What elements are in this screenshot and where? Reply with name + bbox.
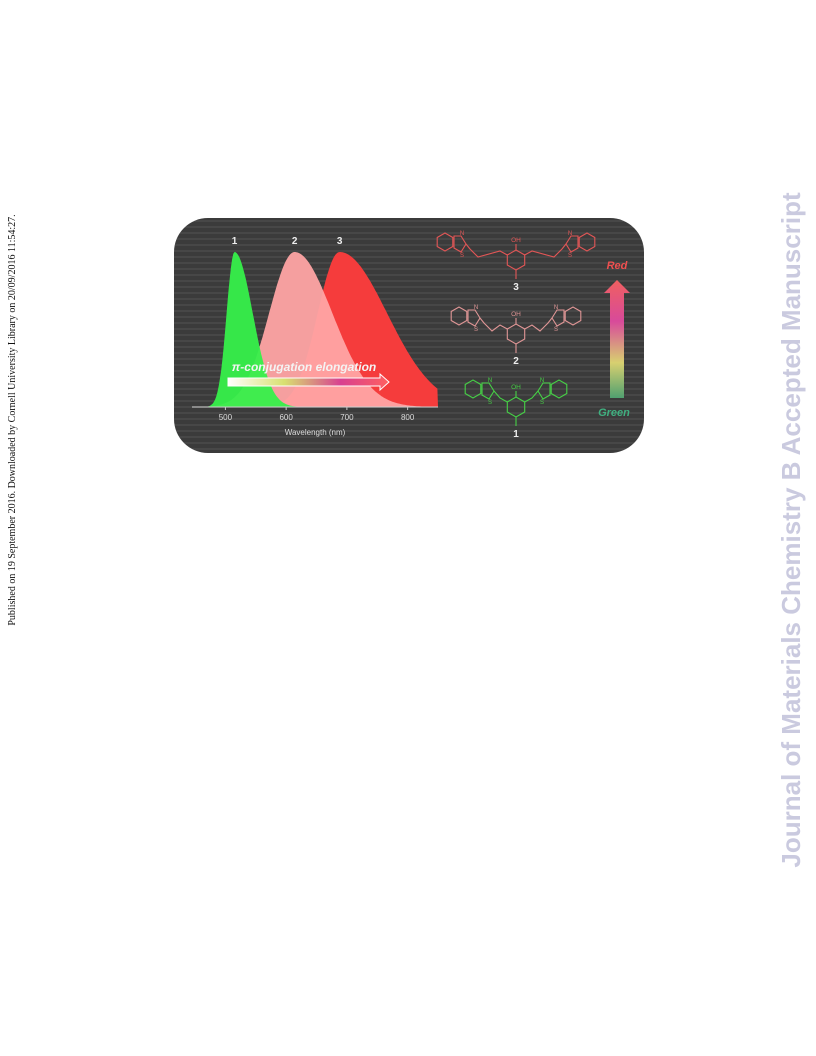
download-note: Published on 19 September 2016. Download… bbox=[7, 214, 18, 625]
thiazole bbox=[453, 235, 467, 253]
benzene bbox=[564, 306, 582, 326]
atom-label: S bbox=[460, 253, 464, 259]
molecule-label: 3 bbox=[513, 282, 519, 293]
linker bbox=[524, 317, 553, 332]
thiazole bbox=[565, 235, 579, 253]
x-axis-label: Wavelength (nm) bbox=[285, 428, 346, 437]
atom-label: N bbox=[554, 305, 558, 311]
conjugation-arrow bbox=[227, 372, 390, 392]
atom-label: S bbox=[488, 400, 492, 406]
linker bbox=[479, 317, 508, 332]
thiazole bbox=[467, 309, 481, 327]
atom-label: S bbox=[568, 253, 572, 259]
hydroxyl-label: OH bbox=[511, 237, 521, 244]
linker bbox=[465, 243, 508, 258]
thiazole bbox=[551, 309, 565, 327]
peak-label: 3 bbox=[337, 236, 343, 247]
molecule-label: 1 bbox=[513, 429, 519, 440]
benzene bbox=[578, 232, 596, 252]
benzene bbox=[436, 232, 454, 252]
benzene bbox=[450, 306, 468, 326]
linker bbox=[524, 243, 567, 258]
atom-label: N bbox=[474, 305, 478, 311]
graphical-abstract: 1 2 3 500 600 700 800 Wavelength (nm) π-conjugat… bbox=[192, 231, 630, 440]
color-scale-arrow bbox=[604, 280, 630, 398]
arrow-label: π-conjugation elongation bbox=[232, 360, 377, 374]
molecule bbox=[436, 232, 596, 279]
peak-label: 2 bbox=[292, 236, 298, 247]
molecule bbox=[464, 379, 568, 426]
benzene bbox=[550, 379, 568, 399]
x-tick-label: 500 bbox=[219, 413, 233, 422]
hydroxyl-label: OH bbox=[511, 384, 521, 391]
molecule-label: 2 bbox=[513, 356, 519, 367]
emission-curve bbox=[192, 252, 438, 407]
benzene bbox=[464, 379, 482, 399]
thiazole bbox=[537, 382, 551, 400]
atom-label: N bbox=[488, 378, 492, 384]
atom-label: N bbox=[568, 231, 572, 237]
atom-label: N bbox=[540, 378, 544, 384]
atom-label: S bbox=[540, 400, 544, 406]
hydroxyl-label: OH bbox=[511, 311, 521, 318]
linker bbox=[524, 390, 539, 403]
journal-watermark: Journal of Materials Chemistry B Accepte… bbox=[776, 192, 806, 868]
x-tick-label: 600 bbox=[279, 413, 293, 422]
atom-label: S bbox=[474, 327, 478, 333]
atom-label: S bbox=[554, 327, 558, 333]
scale-bottom-label: Green bbox=[598, 407, 630, 419]
atom-label: N bbox=[460, 231, 464, 237]
x-tick-label: 700 bbox=[340, 413, 354, 422]
peak-label: 1 bbox=[232, 236, 238, 247]
scale-top-label: Red bbox=[607, 260, 628, 272]
thiazole bbox=[481, 382, 495, 400]
x-tick-label: 800 bbox=[401, 413, 415, 422]
molecule bbox=[450, 306, 582, 353]
linker bbox=[493, 390, 508, 403]
